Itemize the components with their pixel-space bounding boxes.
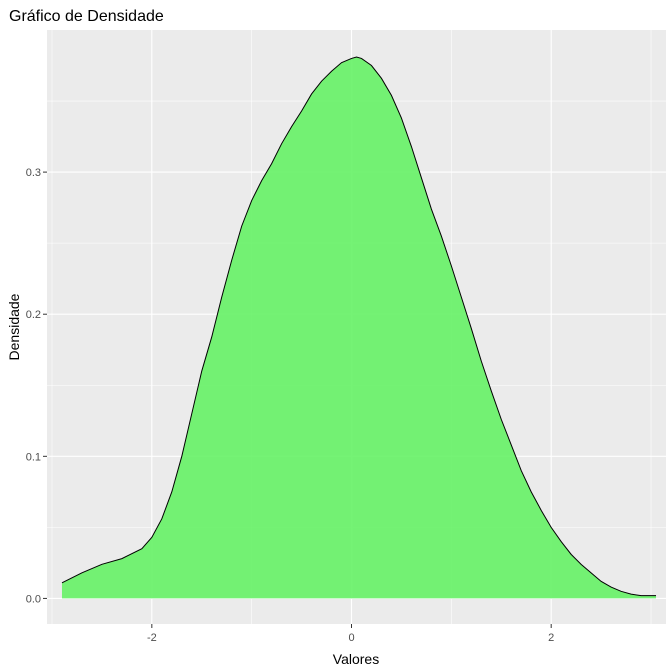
y-axis-title: Densidade <box>6 293 22 360</box>
x-tick-label: -2 <box>147 632 157 644</box>
y-axis-ticks <box>43 171 47 599</box>
y-tick-label: 0.1 <box>26 451 41 463</box>
density-area <box>61 57 657 599</box>
density-outline <box>61 56 657 597</box>
y-tick-label: 0.2 <box>26 309 41 321</box>
x-tick-label: 0 <box>348 632 354 644</box>
x-axis-ticks <box>151 624 552 628</box>
y-axis-tick-labels: 0.0 0.1 0.2 0.3 <box>26 167 41 605</box>
chart-title: Gráfico de Densidade <box>9 8 164 25</box>
x-tick-label: 2 <box>548 632 554 644</box>
x-axis-tick-labels: -2 0 2 <box>147 632 554 644</box>
y-tick-label: 0.3 <box>26 167 41 179</box>
y-tick-label: 0.0 <box>26 593 41 605</box>
x-axis-title: Valores <box>333 651 379 667</box>
